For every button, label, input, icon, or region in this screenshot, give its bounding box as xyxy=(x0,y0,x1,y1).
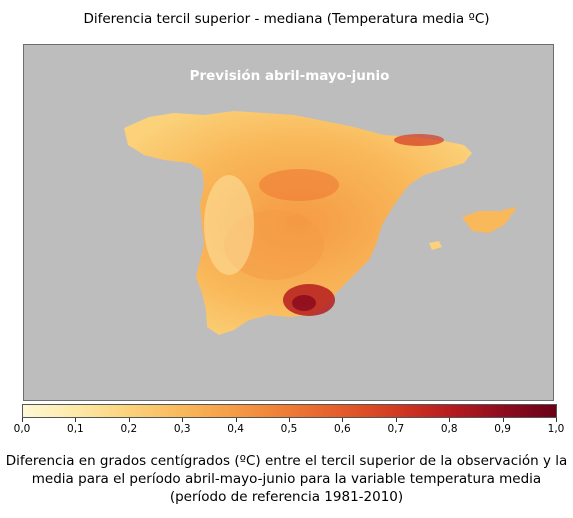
colorbar-tick-mark xyxy=(342,418,344,422)
chart-title: Diferencia tercil superior - mediana (Te… xyxy=(83,11,490,27)
colorbar-tick-label: 0,9 xyxy=(494,423,511,435)
colorbar-tick-label: 0,8 xyxy=(440,423,458,435)
colorbar-tick-mark xyxy=(395,418,397,422)
map-panel: Previsión abril-mayo-junio xyxy=(23,44,554,401)
balearic-ibiza xyxy=(429,241,442,250)
caption: Diferencia en grados centígrados (ºC) en… xyxy=(0,452,573,506)
colorbar xyxy=(22,404,557,418)
colorbar-tick-label: 0,2 xyxy=(120,423,138,435)
forecast-period-label: Previsión abril-mayo-junio xyxy=(189,68,390,84)
colorbar-tick-label: 0,3 xyxy=(173,423,191,435)
balearic-mallorca xyxy=(462,211,512,233)
hotspot-southeast-core xyxy=(292,295,316,311)
colorbar-tick-mark xyxy=(449,418,451,422)
colorbar-tick-label: 0,0 xyxy=(13,423,31,435)
colorbar-tick-label: 1,0 xyxy=(547,423,565,435)
colorbar-ticks: 0,0 0,1 0,2 0,3 0,4 0,5 0,6 0,7 0,8 0,9 1,0 xyxy=(0,418,573,438)
colorbar-tick-mark xyxy=(289,418,290,422)
colorbar-tick-mark xyxy=(75,418,77,422)
hotspot-pyrenees xyxy=(394,134,444,146)
caption-line-2: media para el período abril-mayo-junio p… xyxy=(31,471,542,487)
iberia-map xyxy=(124,111,516,335)
colorbar-tick-mark xyxy=(556,418,557,422)
peninsula-shape xyxy=(124,111,472,335)
colorbar-tick-mark xyxy=(22,418,23,422)
colorbar-tick-mark xyxy=(182,418,184,422)
colorbar-tick-mark xyxy=(128,418,130,422)
colorbar-tick-label: 0,4 xyxy=(227,423,244,435)
colorbar-tick-label: 0,5 xyxy=(280,423,298,435)
colorbar-tick-label: 0,6 xyxy=(334,423,351,435)
colorbar-tick-label: 0,1 xyxy=(67,423,84,435)
colorbar-tick-mark xyxy=(235,418,237,422)
colorbar-tick-label: 0,7 xyxy=(387,423,405,435)
colorbar-tick-mark xyxy=(502,418,504,422)
hotspot-center-north xyxy=(259,169,339,201)
caption-line-3: (período de referencia 1981-2010) xyxy=(169,489,404,505)
caption-line-1: Diferencia en grados centígrados (ºC) en… xyxy=(5,453,568,469)
cool-west xyxy=(204,175,254,275)
balearic-menorca xyxy=(502,207,516,215)
